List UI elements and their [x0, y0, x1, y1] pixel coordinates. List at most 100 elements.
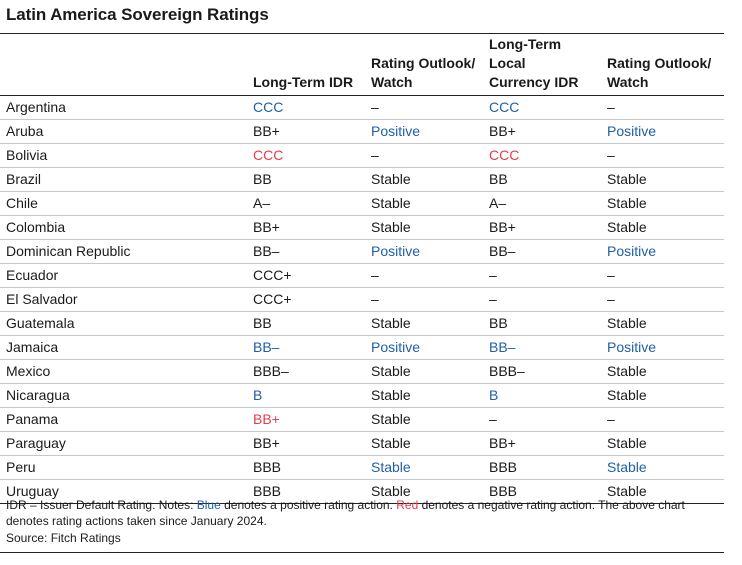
table-row: Uruguay BBB Stable BBB Stable	[0, 479, 724, 504]
outlook-cell: Positive	[365, 119, 483, 144]
table-body: Argentina CCC – CCC – Aruba BB+ Positive BB+ Posi…	[0, 95, 724, 504]
outlook-cell: Stable	[365, 191, 483, 216]
table-row: Chile A– Stable A– Stable	[0, 191, 724, 216]
outlook-local-cell: –	[601, 263, 724, 288]
country-cell: Guatemala	[0, 311, 247, 336]
outlook-cell: Stable	[365, 215, 483, 240]
country-cell: Aruba	[0, 119, 247, 144]
country-cell: Bolivia	[0, 143, 247, 168]
table-row: Panama BB+ Stable – –	[0, 407, 724, 432]
footnote-text-3: denotes a negative rating action. The ab…	[6, 498, 685, 528]
footnote-red-word: Red	[396, 498, 419, 512]
outlook-local-cell: –	[601, 143, 724, 168]
long-term-idr-cell: BBB–	[247, 359, 365, 384]
long-term-idr-cell: CCC+	[247, 287, 365, 312]
local-currency-idr-cell: –	[483, 407, 601, 432]
footnote-text-2: denotes a positive rating action.	[220, 498, 397, 512]
outlook-cell: Positive	[365, 335, 483, 360]
outlook-cell: –	[365, 263, 483, 288]
outlook-local-cell: Stable	[601, 311, 724, 336]
local-currency-idr-cell: B	[483, 383, 601, 408]
header-local-currency-idr-line1: Long-Term Local	[489, 36, 562, 71]
country-cell: Nicaragua	[0, 383, 247, 408]
outlook-local-cell: Stable	[601, 215, 724, 240]
top-rule	[0, 33, 724, 34]
long-term-idr-cell: CCC	[247, 95, 365, 120]
outlook-local-cell: Stable	[601, 167, 724, 192]
local-currency-idr-cell: BB+	[483, 431, 601, 456]
source-note: Source: Fitch Ratings	[6, 531, 121, 545]
local-currency-idr-cell: BB+	[483, 119, 601, 144]
country-cell: Mexico	[0, 359, 247, 384]
header-country	[0, 35, 247, 96]
table-row: Dominican Republic BB– Positive BB– Positive	[0, 239, 724, 264]
outlook-local-cell: Positive	[601, 119, 724, 144]
local-currency-idr-cell: BB–	[483, 239, 601, 264]
footnote: IDR – Issuer Default Rating. Notes: Blue…	[6, 497, 721, 529]
country-cell: El Salvador	[0, 287, 247, 312]
local-currency-idr-cell: BB	[483, 167, 601, 192]
outlook-local-cell: –	[601, 287, 724, 312]
header-long-term-idr-line2: Long-Term IDR	[253, 74, 354, 90]
header-rating-outlook-1-line1: Rating Outlook/	[371, 55, 476, 71]
table-row: Brazil BB Stable BB Stable	[0, 167, 724, 192]
local-currency-idr-cell: BBB	[483, 479, 601, 504]
local-currency-idr-cell: BB–	[483, 335, 601, 360]
table-row: Guatemala BB Stable BB Stable	[0, 311, 724, 336]
outlook-local-cell: –	[601, 407, 724, 432]
outlook-cell: Stable	[365, 359, 483, 384]
table-row: Bolivia CCC – CCC –	[0, 143, 724, 168]
country-cell: Brazil	[0, 167, 247, 192]
country-cell: Dominican Republic	[0, 239, 247, 264]
outlook-local-cell: Stable	[601, 359, 724, 384]
outlook-cell: –	[365, 287, 483, 312]
outlook-local-cell: –	[601, 95, 724, 120]
table-row: Aruba BB+ Positive BB+ Positive	[0, 119, 724, 144]
country-cell: Paraguay	[0, 431, 247, 456]
bottom-rule	[0, 552, 724, 553]
local-currency-idr-cell: A–	[483, 191, 601, 216]
long-term-idr-cell: B	[247, 383, 365, 408]
outlook-cell: Stable	[365, 167, 483, 192]
long-term-idr-cell: BB–	[247, 335, 365, 360]
outlook-cell: Stable	[365, 311, 483, 336]
local-currency-idr-cell: –	[483, 263, 601, 288]
outlook-local-cell: Stable	[601, 455, 724, 480]
long-term-idr-cell: BB+	[247, 119, 365, 144]
country-cell: Peru	[0, 455, 247, 480]
outlook-cell: Stable	[365, 431, 483, 456]
outlook-cell: –	[365, 143, 483, 168]
local-currency-idr-cell: BB	[483, 311, 601, 336]
header-rating-outlook-1: Rating Outlook/ Watch	[365, 35, 483, 96]
long-term-idr-cell: BB	[247, 311, 365, 336]
header-rating-outlook-2: Rating Outlook/ Watch	[601, 35, 724, 96]
outlook-local-cell: Positive	[601, 335, 724, 360]
long-term-idr-cell: BBB	[247, 479, 365, 504]
outlook-cell: Stable	[365, 479, 483, 504]
local-currency-idr-cell: –	[483, 287, 601, 312]
long-term-idr-cell: BB–	[247, 239, 365, 264]
header-row: Long-Term IDR Rating Outlook/ Watch Long…	[0, 35, 724, 96]
long-term-idr-cell: CCC+	[247, 263, 365, 288]
table-row: Nicaragua B Stable B Stable	[0, 383, 724, 408]
header-local-currency-idr-line2: Currency IDR	[489, 74, 579, 90]
header-rating-outlook-2-line2: Watch	[607, 74, 649, 90]
outlook-cell: Positive	[365, 239, 483, 264]
country-cell: Panama	[0, 407, 247, 432]
table-row: El Salvador CCC+ – – –	[0, 287, 724, 312]
page-title: Latin America Sovereign Ratings	[6, 5, 269, 24]
long-term-idr-cell: BB	[247, 167, 365, 192]
local-currency-idr-cell: CCC	[483, 95, 601, 120]
header-rating-outlook-1-line2: Watch	[371, 74, 413, 90]
outlook-cell: Stable	[365, 407, 483, 432]
long-term-idr-cell: A–	[247, 191, 365, 216]
long-term-idr-cell: BB+	[247, 431, 365, 456]
footnote-blue-word: Blue	[196, 498, 221, 512]
local-currency-idr-cell: BBB	[483, 455, 601, 480]
outlook-local-cell: Stable	[601, 383, 724, 408]
outlook-local-cell: Positive	[601, 239, 724, 264]
table-row: Argentina CCC – CCC –	[0, 95, 724, 120]
header-local-currency-idr: Long-Term Local Currency IDR	[483, 35, 601, 96]
table-row: Paraguay BB+ Stable BB+ Stable	[0, 431, 724, 456]
outlook-local-cell: Stable	[601, 191, 724, 216]
